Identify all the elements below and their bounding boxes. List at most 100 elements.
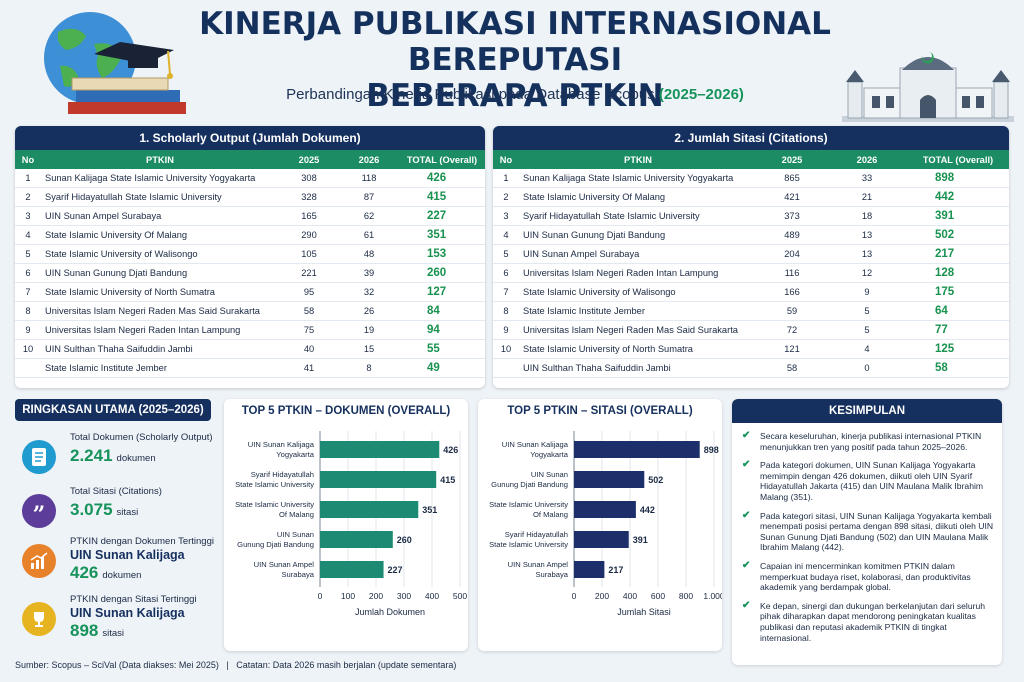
- x-tick-label: 400: [425, 591, 439, 601]
- summary-value: 426 dokumen: [70, 563, 142, 582]
- table-row: 1 Sunan Kalijaga State Islamic University…: [15, 169, 485, 189]
- category-label: UIN Sunan Kalijaga: [248, 440, 315, 449]
- institution-name: State Islamic University of Walisongo: [41, 244, 279, 265]
- row-number: 4: [493, 225, 519, 246]
- total-overall: 127: [399, 282, 485, 303]
- value-2025: 75: [279, 320, 339, 340]
- bar-value-label: 391: [633, 535, 648, 545]
- value-2026: 48: [339, 244, 399, 265]
- x-tick-label: 100: [341, 591, 355, 601]
- value-2025: 116: [757, 263, 827, 284]
- x-tick-label: 0: [318, 591, 323, 601]
- x-axis-label: Jumlah Sitasi: [617, 607, 671, 617]
- value-2026: 62: [339, 206, 399, 227]
- row-number: 2: [15, 187, 41, 208]
- check-icon: ✔: [742, 509, 751, 521]
- bar: [320, 561, 384, 578]
- page-title: KINERJA PUBLIKASI INTERNASIONAL BEREPUTA…: [170, 6, 860, 114]
- value-2026: 39: [339, 263, 399, 284]
- total-overall: 391: [907, 206, 1009, 227]
- summary-sub: UIN Sunan Kalijaga: [70, 548, 185, 562]
- row-number: 8: [15, 301, 41, 321]
- value-2026: 9: [827, 282, 907, 303]
- total-overall: 415: [399, 187, 485, 208]
- bar: [320, 471, 437, 488]
- row-number: 1: [15, 169, 41, 189]
- value-2025: 59: [757, 301, 827, 321]
- category-label: UIN Sunan: [277, 530, 314, 539]
- value-2026: 32: [339, 282, 399, 303]
- bar-value-label: 442: [640, 505, 655, 515]
- value-2025: 58: [757, 358, 827, 378]
- mosque-illustration: [842, 52, 1014, 122]
- institution-name: UIN Sunan Ampel Surabaya: [41, 206, 279, 227]
- conclusion-item: ✔ Pada kategori dokumen, UIN Sunan Kalija…: [740, 460, 994, 502]
- column-header: 2025: [279, 150, 339, 169]
- row-number: 9: [493, 320, 519, 340]
- conclusion-text: Pada kategori dokumen, UIN Sunan Kalijag…: [760, 460, 984, 502]
- check-icon: ✔: [742, 430, 751, 441]
- bar-value-label: 426: [443, 445, 458, 455]
- institution-name: State Islamic University Of Malang: [41, 225, 279, 246]
- globe-books-illustration: [44, 12, 186, 114]
- page-subtitle: Perbandingan Kinerja Publikasi pada Data…: [170, 86, 860, 103]
- summary-value: 2.241 dokumen: [70, 446, 156, 465]
- table-row: 9 Universitas Islam Negeri Raden Mas Said…: [493, 320, 1009, 340]
- value-2025: 489: [757, 225, 827, 246]
- x-tick-label: 800: [679, 591, 693, 601]
- top5-documents-chart: TOP 5 PTKIN – DOKUMEN (OVERALL) 0 100 200 3…: [224, 399, 468, 651]
- conclusion-text: Pada kategori sitasi, UIN Sunan Kalijaga…: [760, 510, 994, 553]
- value-2025: 373: [757, 206, 827, 227]
- institution-name: State Islamic University Of Malang: [519, 187, 757, 208]
- bar: [574, 441, 700, 458]
- table-row: 6 UIN Sunan Gunung Djati Bandung 221 39 260: [15, 263, 485, 284]
- total-overall: 217: [907, 244, 1009, 265]
- row-number: 3: [15, 206, 41, 227]
- value-2025: 58: [279, 301, 339, 321]
- column-header: 2026: [827, 150, 907, 169]
- total-overall: 442: [907, 187, 1009, 208]
- summary-sub: UIN Sunan Kalijaga: [70, 606, 185, 620]
- row-number: [493, 358, 519, 378]
- total-overall: 49: [399, 358, 485, 378]
- conclusion-list: ✔ Secara keseluruhan, kinerja publikasi i…: [732, 430, 1002, 643]
- category-label: Syarif Hidayatullah: [505, 530, 568, 539]
- documents-bar-chart: 0 100 200 300 400 500 426 UIN Sunan KalijagaYog…: [235, 431, 467, 617]
- table-row: 9 Universitas Islam Negeri Raden Intan La…: [15, 320, 485, 340]
- trophy-icon: [22, 602, 56, 636]
- summary-label: Total Sitasi (Citations): [70, 486, 162, 497]
- bar: [574, 501, 636, 518]
- institution-name: UIN Sunan Ampel Surabaya: [519, 244, 757, 265]
- total-overall: 175: [907, 282, 1009, 303]
- category-label: State Islamic University: [489, 540, 568, 549]
- conclusion-text: Capaian ini mencerminkan komitmen PTKIN …: [760, 560, 971, 593]
- row-number: 4: [15, 225, 41, 246]
- row-number: 9: [15, 320, 41, 340]
- summary-label: PTKIN dengan Sitasi Tertinggi: [70, 594, 197, 605]
- value-2026: 12: [827, 263, 907, 284]
- value-2025: 865: [757, 169, 827, 189]
- value-2025: 421: [757, 187, 827, 208]
- table-row: 6 Universitas Islam Negeri Raden Intan La…: [493, 263, 1009, 284]
- bar: [320, 501, 419, 518]
- institution-name: State Islamic Institute Jember: [41, 358, 279, 378]
- check-icon: ✔: [742, 559, 751, 571]
- value-2026: 118: [339, 169, 399, 189]
- page-title-line2: BEBERAPA PTKIN: [366, 78, 664, 114]
- value-2025: 328: [279, 187, 339, 208]
- total-overall: 55: [399, 339, 485, 359]
- value-2026: 26: [339, 301, 399, 321]
- value-2026: 61: [339, 225, 399, 246]
- value-2025: 166: [757, 282, 827, 303]
- subtitle-years: (2025–2026): [658, 86, 744, 103]
- column-header: PTKIN: [41, 150, 279, 169]
- institution-name: UIN Sunan Gunung Djati Bandung: [519, 225, 757, 246]
- value-2025: 95: [279, 282, 339, 303]
- table-row: 3 UIN Sunan Ampel Surabaya 165 62 227: [15, 206, 485, 227]
- institution-name: State Islamic Institute Jember: [519, 301, 757, 321]
- column-header: No: [15, 150, 41, 169]
- summary-top-documents: PTKIN dengan Dokumen Tertinggi UIN Sunan…: [18, 536, 214, 594]
- bar: [574, 531, 629, 548]
- column-header: 2025: [757, 150, 827, 169]
- category-label: Yogyakarta: [530, 450, 568, 459]
